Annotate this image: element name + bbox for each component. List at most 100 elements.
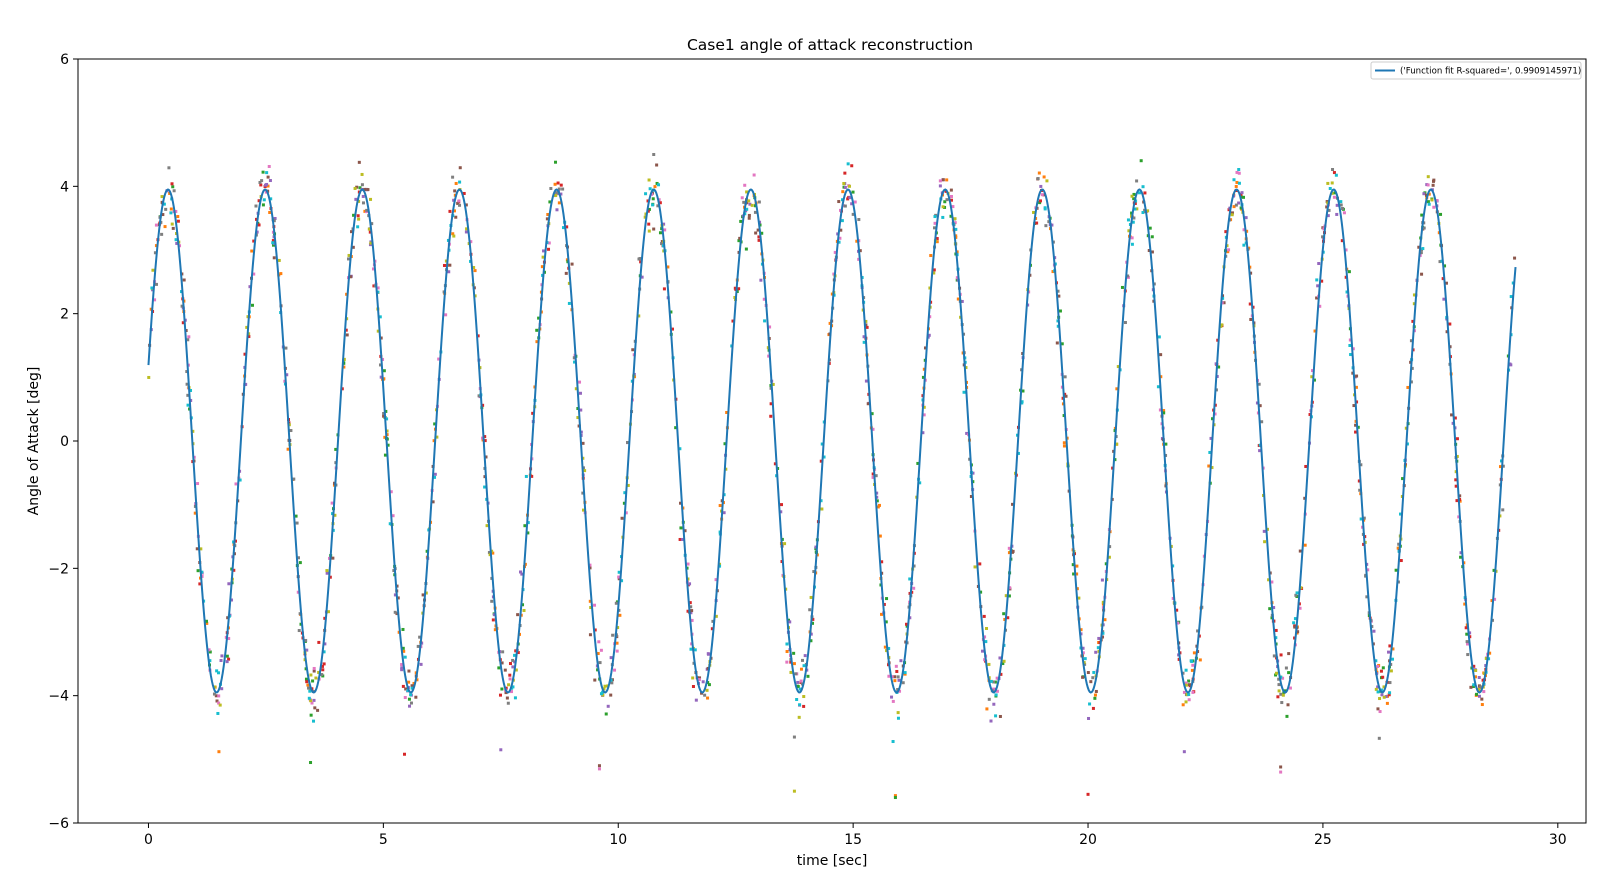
measurement-point <box>657 183 661 187</box>
measurement-point <box>376 290 380 294</box>
measurement-point <box>296 556 300 560</box>
measurement-point <box>1396 580 1400 584</box>
measurement-point <box>896 711 900 715</box>
measurement-point <box>983 635 987 639</box>
measurement-point <box>1463 602 1467 606</box>
measurement-point <box>185 382 189 386</box>
measurement-point <box>616 626 620 630</box>
measurement-point <box>513 660 517 664</box>
measurement-point <box>1157 335 1161 339</box>
measurement-point <box>658 201 662 205</box>
measurement-point <box>1385 701 1389 705</box>
measurement-point <box>255 217 259 221</box>
measurement-point <box>1348 344 1352 347</box>
measurement-point <box>928 286 932 290</box>
measurement-point <box>747 216 751 220</box>
measurement-point <box>176 219 180 223</box>
measurement-point <box>1362 516 1366 520</box>
measurement-point <box>718 504 722 508</box>
measurement-point <box>1043 206 1047 210</box>
measurement-point <box>812 570 816 574</box>
measurement-point <box>578 391 582 395</box>
measurement-point <box>286 447 290 451</box>
measurement-point <box>771 382 775 386</box>
measurement-point <box>725 410 729 414</box>
measurement-point <box>519 570 523 574</box>
measurement-point <box>295 521 299 525</box>
measurement-point <box>731 319 735 323</box>
measurement-point <box>514 649 518 653</box>
measurement-point <box>370 222 374 226</box>
measurement-point <box>1060 342 1064 346</box>
measurement-point <box>722 511 726 515</box>
measurement-point <box>1396 546 1400 550</box>
measurement-point <box>272 256 276 260</box>
measurement-point <box>1196 629 1200 633</box>
measurement-point <box>175 241 179 245</box>
measurement-point <box>581 491 585 495</box>
measurement-point <box>524 474 528 478</box>
measurement-point <box>1479 685 1483 689</box>
measurement-point <box>1182 690 1186 694</box>
measurement-point <box>932 226 936 230</box>
measurement-point <box>526 531 530 535</box>
measurement-point <box>171 185 175 189</box>
measurement-point <box>1159 375 1163 379</box>
measurement-point <box>379 375 383 379</box>
measurement-point <box>786 618 790 622</box>
measurement-point <box>857 257 861 261</box>
measurement-point <box>1130 211 1134 215</box>
measurement-point <box>797 715 801 719</box>
measurement-point <box>992 702 996 706</box>
x-axis-ticks: 0 5 10 15 20 25 30 <box>144 823 1567 848</box>
measurement-point <box>1158 408 1162 412</box>
measurement-point <box>742 200 746 204</box>
measurement-point <box>1191 690 1195 694</box>
measurement-point <box>773 462 777 466</box>
measurement-point <box>679 501 683 505</box>
measurement-point <box>266 175 270 179</box>
measurement-point <box>1191 663 1195 667</box>
measurement-point <box>261 170 265 174</box>
measurement-point <box>663 228 667 232</box>
measurement-point <box>893 675 897 679</box>
measurement-point <box>1332 171 1336 175</box>
measurement-point <box>305 648 309 652</box>
measurement-point <box>389 490 393 494</box>
measurement-point <box>602 687 606 691</box>
measurement-point <box>407 697 411 701</box>
measurement-point <box>1020 401 1024 405</box>
measurement-point <box>384 409 388 413</box>
measurement-point <box>618 613 622 617</box>
measurement-point <box>1101 600 1105 604</box>
measurement-point <box>1454 478 1458 482</box>
measurement-point <box>1249 317 1253 321</box>
measurement-point <box>189 388 193 392</box>
measurement-point <box>912 564 916 568</box>
measurement-point <box>1075 564 1079 568</box>
measurement-point <box>170 222 174 226</box>
measurement-point <box>347 253 351 257</box>
measurement-point <box>1181 671 1185 675</box>
measurement-point <box>1498 465 1502 469</box>
measurement-point <box>893 679 897 683</box>
measurement-point <box>680 537 684 541</box>
measurement-point <box>880 560 884 564</box>
legend-entry-fit: ('Function fit R-squared=', 0.9909145971… <box>1400 67 1581 77</box>
measurement-point <box>706 681 710 685</box>
measurement-point <box>640 275 644 279</box>
measurement-point <box>644 192 648 196</box>
measurement-point <box>1086 671 1090 675</box>
measurement-point <box>1089 680 1093 684</box>
measurement-point <box>1426 175 1430 179</box>
measurement-point <box>757 235 761 239</box>
measurement-point <box>1184 668 1188 672</box>
measurement-point <box>887 674 891 678</box>
measurement-point <box>382 414 386 418</box>
measurement-point <box>1198 658 1202 662</box>
measurement-point <box>271 239 275 243</box>
measurement-point <box>277 258 281 262</box>
measurement-point <box>1374 687 1378 691</box>
measurement-point <box>547 247 551 251</box>
measurement-point <box>757 200 761 204</box>
